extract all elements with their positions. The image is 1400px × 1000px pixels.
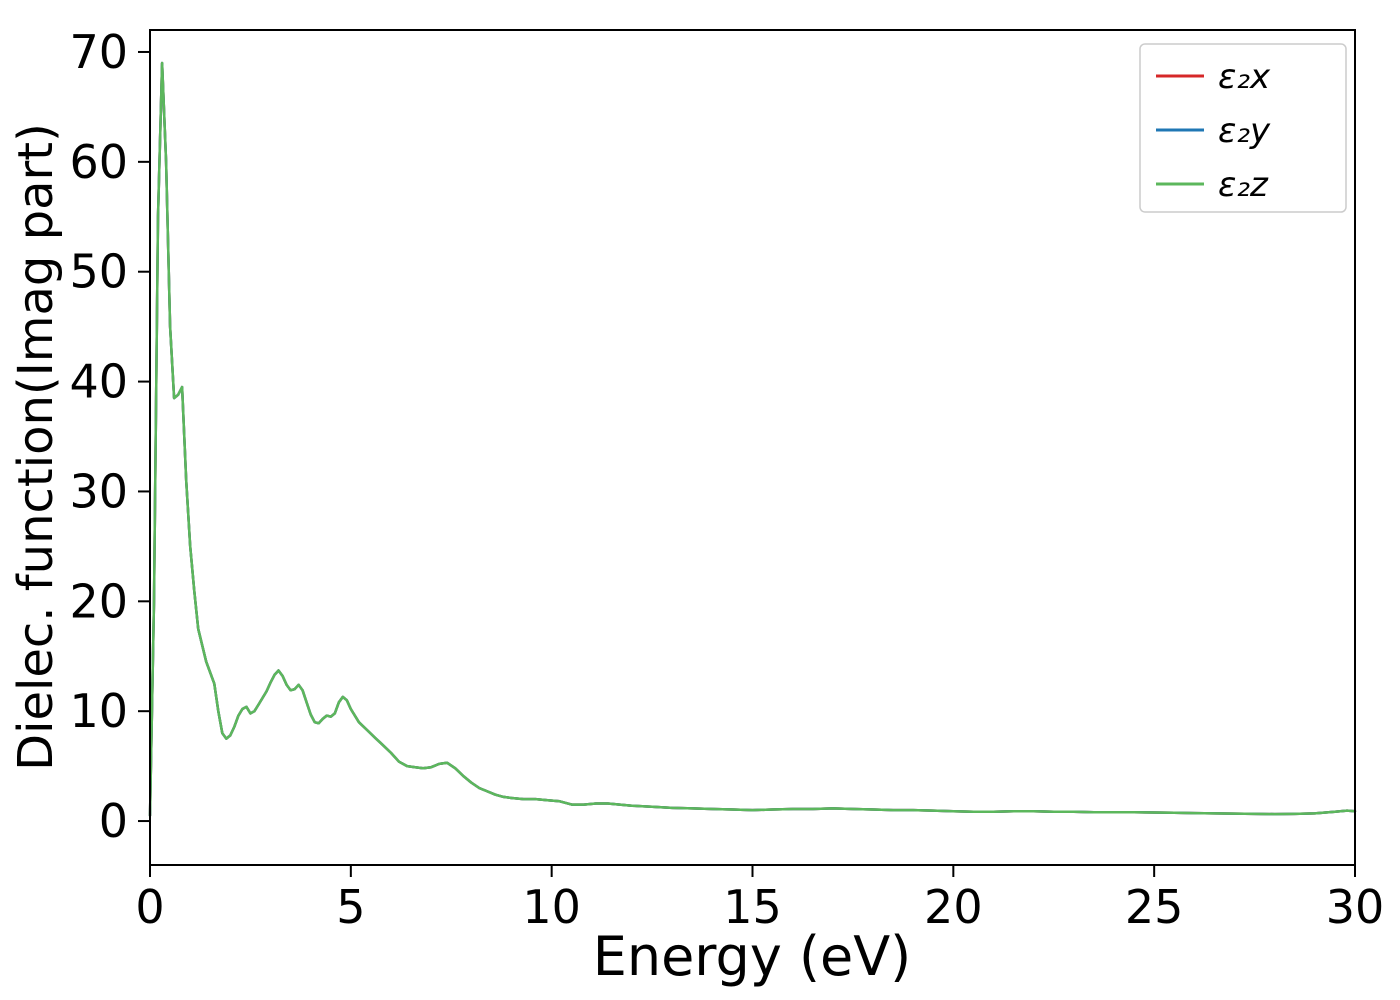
legend-box — [1139, 43, 1347, 213]
legend-label-3: ε₂z — [1218, 165, 1269, 205]
y-tick-label: 50 — [69, 245, 128, 299]
legend-label-2: ε₂y — [1218, 111, 1271, 151]
y-axis-label: Dielec. function(Imag part) — [8, 123, 64, 771]
x-tick-label: 15 — [723, 880, 782, 934]
x-tick-label: 30 — [1326, 880, 1385, 934]
y-tick-label: 10 — [69, 684, 128, 738]
legend-label-1: ε₂x — [1218, 57, 1271, 97]
x-tick-label: 20 — [924, 880, 983, 934]
axes-layer: 0 5 10 15 20 25 30 0 10 20 30 40 50 60 70 — [69, 25, 1384, 934]
x-tick-label: 25 — [1125, 880, 1184, 934]
x-axis-label: Energy (eV) — [593, 925, 912, 988]
y-tick-label: 70 — [69, 25, 128, 79]
series-line-3 — [148, 61, 1357, 817]
legend: ε₂x ε₂y ε₂z — [1139, 43, 1347, 213]
y-tick-label: 60 — [69, 135, 128, 189]
y-tick-label: 30 — [69, 464, 128, 518]
x-tick-label: 0 — [135, 880, 164, 934]
y-tick-label: 0 — [99, 794, 128, 848]
y-tick-label: 20 — [69, 574, 128, 628]
x-tick-label: 5 — [336, 880, 365, 934]
y-tick-label: 40 — [69, 355, 128, 409]
series-layer — [148, 61, 1357, 817]
x-tick-label: 10 — [522, 880, 581, 934]
